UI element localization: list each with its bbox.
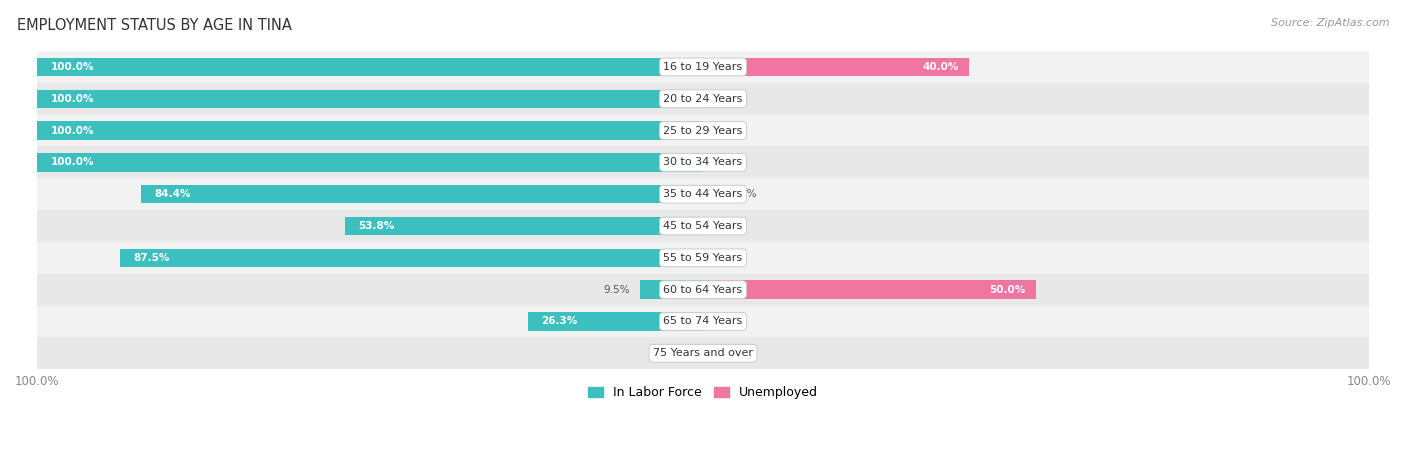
Text: 87.5%: 87.5% — [134, 253, 170, 263]
Text: Source: ZipAtlas.com: Source: ZipAtlas.com — [1271, 18, 1389, 28]
Bar — [121, 248, 703, 267]
Text: 0.0%: 0.0% — [713, 126, 740, 135]
Bar — [37, 338, 1369, 369]
Text: 0.0%: 0.0% — [713, 316, 740, 326]
Text: 2.6%: 2.6% — [730, 189, 756, 199]
Text: 0.0%: 0.0% — [713, 253, 740, 263]
Text: 26.3%: 26.3% — [541, 316, 578, 326]
Text: 0.0%: 0.0% — [713, 158, 740, 167]
Bar — [37, 58, 703, 76]
Bar — [141, 185, 703, 203]
Text: 60 to 64 Years: 60 to 64 Years — [664, 285, 742, 295]
Bar — [344, 217, 703, 235]
Text: 16 to 19 Years: 16 to 19 Years — [664, 62, 742, 72]
Bar — [37, 51, 1369, 83]
Legend: In Labor Force, Unemployed: In Labor Force, Unemployed — [583, 381, 823, 404]
Text: 20 to 24 Years: 20 to 24 Years — [664, 94, 742, 104]
Text: EMPLOYMENT STATUS BY AGE IN TINA: EMPLOYMENT STATUS BY AGE IN TINA — [17, 18, 292, 33]
Text: 40.0%: 40.0% — [922, 62, 959, 72]
Text: 100.0%: 100.0% — [51, 62, 94, 72]
Text: 53.8%: 53.8% — [359, 221, 395, 231]
Bar — [37, 115, 1369, 146]
Text: 84.4%: 84.4% — [155, 189, 191, 199]
Bar — [37, 242, 1369, 274]
Bar — [37, 90, 703, 108]
Text: 55 to 59 Years: 55 to 59 Years — [664, 253, 742, 263]
Text: 35 to 44 Years: 35 to 44 Years — [664, 189, 742, 199]
Bar — [527, 312, 703, 331]
Text: 100.0%: 100.0% — [51, 158, 94, 167]
Text: 0.0%: 0.0% — [713, 94, 740, 104]
Bar — [640, 280, 703, 299]
Bar — [37, 210, 1369, 242]
Bar — [37, 274, 1369, 306]
Text: 75 Years and over: 75 Years and over — [652, 348, 754, 358]
Text: 0.0%: 0.0% — [713, 348, 740, 358]
Text: 65 to 74 Years: 65 to 74 Years — [664, 316, 742, 326]
Text: 9.5%: 9.5% — [603, 285, 630, 295]
Bar — [37, 153, 703, 171]
Text: 0.0%: 0.0% — [713, 221, 740, 231]
Text: 100.0%: 100.0% — [51, 126, 94, 135]
Text: 50.0%: 50.0% — [990, 285, 1026, 295]
Text: 0.0%: 0.0% — [666, 348, 693, 358]
Bar — [37, 306, 1369, 338]
Text: 100.0%: 100.0% — [51, 94, 94, 104]
Bar — [703, 58, 969, 76]
Bar — [703, 280, 1036, 299]
Bar — [37, 146, 1369, 178]
Bar — [37, 122, 703, 140]
Bar — [703, 185, 720, 203]
Text: 25 to 29 Years: 25 to 29 Years — [664, 126, 742, 135]
Bar — [37, 83, 1369, 115]
Bar — [37, 178, 1369, 210]
Text: 45 to 54 Years: 45 to 54 Years — [664, 221, 742, 231]
Text: 30 to 34 Years: 30 to 34 Years — [664, 158, 742, 167]
